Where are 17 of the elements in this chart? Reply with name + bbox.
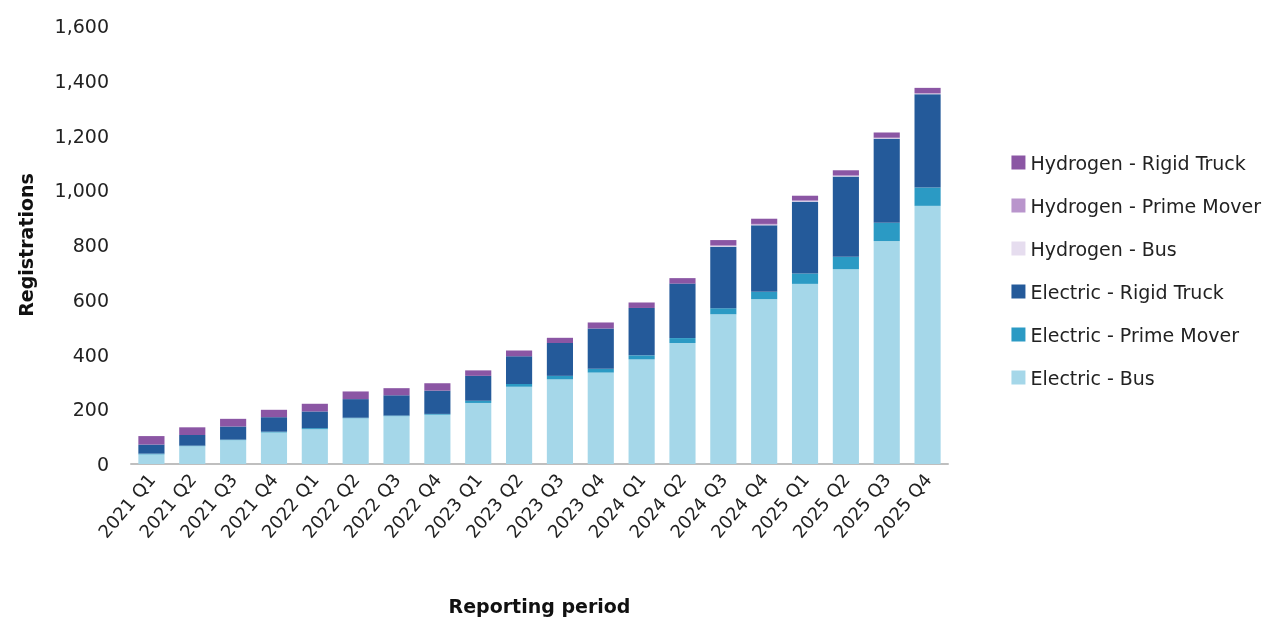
- legend-label: Electric - Rigid Truck: [1030, 280, 1224, 303]
- y-tick-label: 1,000: [54, 179, 109, 202]
- x-axis-title: Reporting period: [448, 594, 631, 617]
- legend-label: Electric - Bus: [1030, 366, 1155, 389]
- y-tick-label: 0: [96, 453, 109, 475]
- legend-label: Hydrogen - Bus: [1030, 237, 1177, 260]
- y-tick-label: 400: [72, 343, 109, 366]
- y-tick-label: 800: [72, 234, 109, 256]
- y-axis-title: Registrations: [14, 173, 37, 317]
- legend-label: Hydrogen - Rigid Truck: [1030, 151, 1246, 174]
- legend-label: Electric - Prime Mover: [1030, 323, 1240, 346]
- y-tick-label: 200: [72, 398, 109, 421]
- y-tick-label: 1,200: [54, 124, 109, 147]
- legend-label: Hydrogen - Prime Mover: [1030, 194, 1262, 217]
- y-tick-label: 600: [72, 288, 109, 311]
- y-tick-label: 1,600: [54, 15, 109, 37]
- y-tick-label: 1,400: [54, 69, 109, 92]
